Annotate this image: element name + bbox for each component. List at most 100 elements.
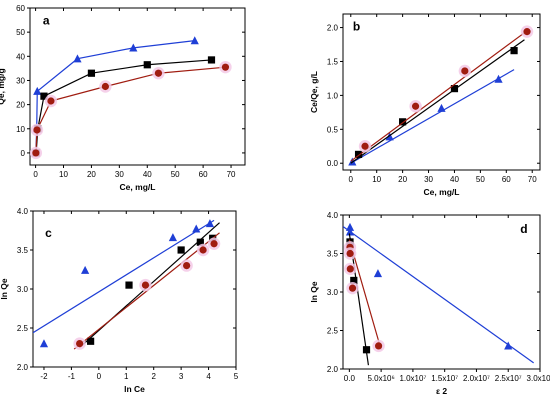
data-point (207, 56, 216, 64)
data-point (141, 281, 150, 289)
y-tick-label: 60 (16, 4, 25, 13)
x-tick-label: -2 (40, 372, 48, 381)
data-point (399, 118, 407, 126)
data-point (196, 238, 204, 246)
data-point (348, 284, 357, 292)
fit-line (350, 39, 525, 164)
series-circle (73, 232, 221, 350)
x-tick-label: 0.0 (344, 374, 356, 383)
y-tick-label: 20 (16, 101, 25, 110)
x-tick-label: 5.0x10⁶ (367, 374, 394, 383)
data-point (47, 97, 55, 105)
x-tick-label: 50 (476, 175, 485, 184)
series-circle (343, 239, 385, 353)
data-point (33, 126, 41, 134)
x-tick-label: 2.0x10⁷ (463, 374, 490, 383)
data-point (33, 86, 42, 95)
y-axis-label: ln Qe (309, 281, 319, 303)
data-point (101, 82, 109, 91)
data-point (87, 337, 95, 345)
y-tick-label: 1.0 (327, 91, 339, 100)
y-axis-label: Ce/Qe, g/L (309, 71, 319, 113)
fit-line (343, 226, 534, 364)
panel-label: d (520, 222, 527, 236)
series-line (35, 59, 212, 153)
data-point (183, 262, 191, 270)
panel-label: b (353, 19, 360, 33)
y-tick-label: 3.5 (17, 246, 29, 255)
x-tick-label: 0 (33, 170, 38, 179)
x-tick-label: 1.0x10⁷ (399, 374, 426, 383)
panel-d: 0.0 5.0x10⁶ 1.0x10⁷ 1.5x10⁷ 2.0x10⁷ 2.5x10⁷ 3.… (309, 211, 550, 396)
data-point (362, 346, 371, 354)
series-line (35, 66, 226, 153)
x-tick-label: 1.5x10⁷ (431, 374, 458, 383)
y-tick-label: 3.5 (327, 250, 339, 259)
data-point (73, 54, 82, 63)
y-tick-label: 0.0 (327, 159, 339, 168)
panel-label: c (45, 226, 52, 240)
x-tick-label: 40 (143, 170, 152, 179)
data-point (504, 341, 513, 350)
panel-b: 0 10 20 30 40 50 60 70 0.0 0.5 1.0 1.5 2.0 Ce, mg/L Ce… (309, 13, 541, 197)
series-triangle (33, 219, 215, 348)
data-point (374, 342, 383, 350)
y-axis-label: ln Qe (0, 278, 9, 300)
x-tick-label: 10 (59, 170, 68, 179)
data-point (87, 69, 96, 77)
plot-frame-a (29, 7, 246, 166)
y-tick-label: 2.0 (17, 363, 29, 372)
series-square (350, 39, 525, 164)
x-tick-label: 60 (502, 175, 511, 184)
series-line (35, 40, 195, 153)
data-point (461, 67, 469, 75)
x-tick-label: 2.5x10⁷ (495, 374, 522, 383)
y-tick-label: 4.0 (17, 207, 29, 216)
x-tick-label: 50 (171, 170, 180, 179)
x-tick-label: 10 (372, 175, 381, 184)
x-axis-label: ε 2 (436, 386, 447, 396)
y-tick-label: 0.5 (327, 125, 339, 134)
data-point (199, 246, 207, 254)
y-tick-label: 3.0 (17, 285, 29, 294)
panel-label: a (43, 14, 50, 28)
y-tick-label: 40 (16, 52, 25, 61)
data-point (385, 132, 394, 141)
x-axis-label: ln Ce (124, 384, 145, 394)
x-tick-label: 20 (398, 175, 407, 184)
x-tick-label: 70 (227, 170, 236, 179)
x-tick-label: 60 (199, 170, 208, 179)
x-tick-label: 30 (115, 170, 124, 179)
data-point (346, 249, 354, 258)
data-point (411, 102, 420, 110)
data-point (205, 219, 215, 228)
x-tick-label: 3.0x10⁷ (527, 374, 550, 383)
series-triangle (31, 36, 199, 157)
data-point (190, 36, 199, 45)
x-tick-label: 20 (87, 170, 96, 179)
fit-line (33, 219, 215, 334)
y-tick-label: 3.0 (327, 288, 339, 297)
plot-frame-b (342, 13, 541, 171)
series-square (32, 56, 216, 157)
data-point (221, 63, 230, 71)
data-point (494, 74, 503, 83)
y-tick-label: 1.5 (327, 57, 339, 66)
x-tick-label: 1 (124, 372, 129, 381)
x-axis-label: Ce, mg/L (424, 187, 460, 197)
data-point (125, 281, 133, 289)
y-tick-label: 10 (16, 125, 25, 134)
x-tick-label: 70 (528, 175, 537, 184)
data-point (345, 222, 355, 231)
x-tick-label: 5 (234, 372, 239, 381)
data-point (510, 47, 518, 55)
data-point (361, 142, 369, 150)
fit-line (348, 239, 382, 350)
y-tick-label: 50 (16, 28, 25, 37)
x-tick-label: 0 (349, 175, 354, 184)
x-tick-label: 4 (206, 372, 211, 381)
fit-line (350, 28, 530, 162)
data-point (346, 265, 354, 273)
y-tick-label: 2.5 (327, 327, 339, 336)
